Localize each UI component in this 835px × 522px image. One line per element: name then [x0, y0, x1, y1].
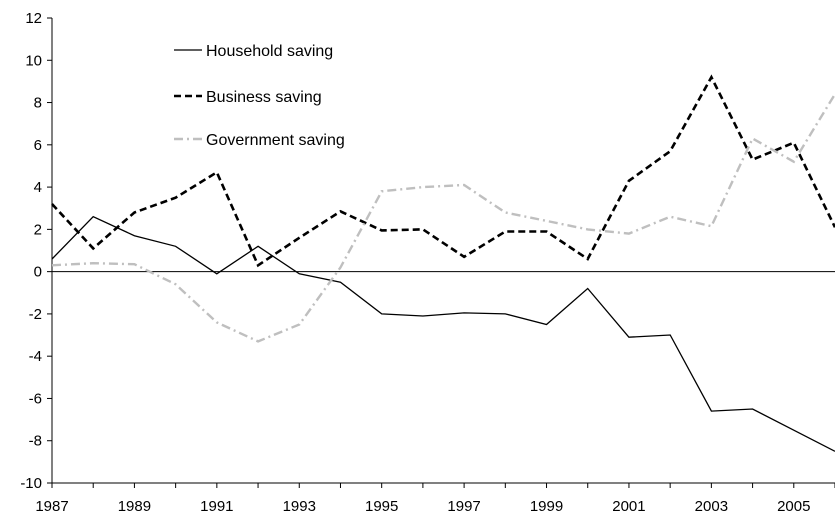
series-layer	[51, 74, 835, 452]
x-tick-label: 2005	[777, 498, 810, 515]
axes: 12 10 8 6 4 2 0 -2 -4 -6 -8 -10 1987 1989 1991 1993 1995…	[20, 10, 835, 515]
x-tick-label: 1995	[365, 498, 398, 515]
y-tick-label: -4	[29, 348, 42, 365]
y-tick-label: -10	[20, 475, 42, 492]
y-tick-label: 10	[25, 52, 42, 69]
series-line-1	[51, 215, 835, 452]
y-tick-label: 2	[34, 221, 42, 238]
legend-label-1: Household saving	[206, 43, 333, 60]
x-tick-label: 1989	[118, 498, 151, 515]
x-tick-label: 1999	[530, 498, 563, 515]
x-tick-label: 1991	[200, 498, 233, 515]
series-line-3	[51, 93, 835, 343]
series-line-2	[51, 74, 835, 268]
y-tick-label: 0	[34, 264, 42, 281]
legend-label-3: Government saving	[206, 132, 345, 149]
x-tick-label: 2001	[612, 498, 645, 515]
x-tick-label: 1993	[283, 498, 316, 515]
y-tick-label: 6	[34, 137, 42, 154]
y-tick-label: 8	[34, 95, 42, 112]
x-tick-label: 1997	[447, 498, 480, 515]
x-tick-label: 1987	[35, 498, 68, 515]
legend-label-2: Business saving	[206, 89, 322, 106]
y-tick-label: 12	[25, 10, 42, 27]
x-tick-label: 2003	[695, 498, 728, 515]
legend: Household saving Business saving Governmen…	[174, 43, 345, 149]
y-tick-label: 4	[34, 179, 42, 196]
y-tick-label: -2	[29, 306, 42, 323]
y-tick-label: -6	[29, 390, 42, 407]
y-tick-label: -8	[29, 433, 42, 450]
